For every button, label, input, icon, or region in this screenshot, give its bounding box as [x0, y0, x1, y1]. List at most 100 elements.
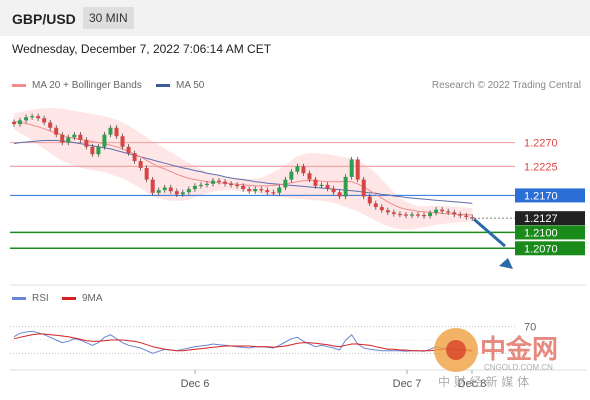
watermark-brand: 中金网	[480, 334, 558, 365]
legend-9ma: 9MA	[62, 293, 103, 304]
candle-body	[277, 187, 282, 193]
rsi-swatch	[12, 296, 26, 300]
candle-body	[440, 209, 445, 212]
ma50-label: MA 50	[176, 80, 205, 91]
rsi-label: RSI	[32, 293, 49, 304]
rsi-line	[13, 330, 473, 354]
candle-body	[434, 209, 439, 213]
candle-body	[379, 207, 384, 211]
timeframe-badge[interactable]: 30 MIN	[83, 7, 134, 29]
candle-body	[18, 120, 23, 125]
candle-body	[283, 179, 288, 188]
x-tick-Dec-7: Dec 7	[393, 378, 422, 390]
candle-body	[385, 210, 390, 213]
candle-body	[126, 146, 131, 154]
candle-body	[470, 217, 475, 219]
candle-body	[60, 134, 65, 143]
watermark-url: CNGOLD.COM.CN	[484, 363, 553, 372]
candle-body	[349, 159, 354, 177]
candle-body	[114, 127, 119, 137]
ma20-label: MA 20 + Bollinger Bands	[32, 80, 142, 91]
candle-body	[210, 180, 215, 184]
candle-body	[253, 189, 258, 192]
candle-body	[168, 187, 173, 192]
candle-body	[313, 179, 318, 186]
candle-body	[198, 184, 203, 187]
candle-body	[373, 203, 378, 208]
credit: Research © 2022 Trading Central	[431, 80, 581, 91]
level-label-1.2270: 1.2270	[524, 138, 558, 150]
level-label-1.2070: 1.2070	[524, 243, 558, 255]
candle-body	[403, 214, 408, 216]
candle-body	[120, 136, 125, 147]
candle-body	[96, 146, 101, 155]
candle-body	[361, 179, 366, 197]
candle-body	[331, 188, 336, 193]
header-bar: GBP/USD 30 MIN	[0, 0, 590, 36]
candle-body	[343, 176, 348, 197]
candle-body	[150, 179, 155, 193]
candle-body	[84, 139, 89, 147]
candle-body	[144, 167, 149, 180]
candle-body	[156, 190, 161, 193]
ma20-swatch	[12, 83, 26, 87]
pair-title: GBP/USD	[12, 11, 76, 27]
candle-body	[422, 214, 427, 217]
candle-body	[367, 196, 372, 204]
candle-body	[458, 214, 463, 216]
candle-body	[428, 212, 433, 217]
candle-body	[30, 116, 35, 118]
candle-body	[446, 211, 451, 213]
level-label-1.2100: 1.2100	[524, 227, 558, 239]
candle-body	[186, 189, 191, 193]
candle-body	[247, 189, 252, 192]
candle-body	[289, 171, 294, 180]
candle-body	[192, 185, 197, 190]
ma9-swatch	[62, 296, 76, 300]
level-tag-1.2170	[515, 188, 585, 203]
candle-body	[464, 215, 469, 218]
candle-body	[452, 212, 457, 215]
candle-body	[66, 137, 71, 143]
candle-body	[174, 191, 179, 195]
candle-body	[42, 118, 47, 123]
candle-body	[355, 159, 360, 180]
bollinger-band	[14, 107, 473, 230]
ma50-swatch	[156, 83, 170, 87]
candle-body	[301, 166, 306, 174]
candle-body	[102, 134, 107, 147]
x-tick-Dec-6: Dec 6	[181, 378, 210, 390]
candle-body	[24, 117, 29, 121]
ma50-line	[13, 140, 473, 204]
candle-body	[229, 183, 234, 185]
candle-body	[235, 184, 240, 187]
level-label-1.2127: 1.2127	[524, 213, 558, 225]
candle-body	[416, 214, 421, 216]
candle-body	[223, 181, 228, 184]
candle-body	[337, 192, 342, 197]
candle-body	[12, 121, 16, 125]
candle-body	[325, 184, 330, 189]
candle-body	[132, 153, 137, 162]
candle-body	[36, 116, 41, 119]
legend-ma20: MA 20 + Bollinger Bands	[12, 80, 142, 91]
candle-body	[138, 161, 143, 168]
candle-body	[72, 134, 77, 138]
candle-body	[307, 173, 312, 180]
ma9-label: 9MA	[82, 293, 103, 304]
level-label-1.2170: 1.2170	[524, 190, 558, 202]
level-tag-1.2127	[515, 211, 585, 226]
rsi-tick-70: 70	[524, 322, 536, 334]
level-tag-1.2070	[515, 241, 585, 256]
candle-body	[397, 213, 402, 216]
candle-body	[162, 187, 167, 191]
candle-body	[271, 192, 276, 194]
candle-body	[391, 212, 396, 214]
candle-body	[265, 190, 270, 193]
candle-body	[409, 214, 414, 216]
candle-body	[48, 122, 53, 128]
forecast-arrow-head	[499, 258, 513, 269]
legend-ma50: MA 50	[156, 80, 204, 91]
candle-body	[54, 127, 59, 135]
